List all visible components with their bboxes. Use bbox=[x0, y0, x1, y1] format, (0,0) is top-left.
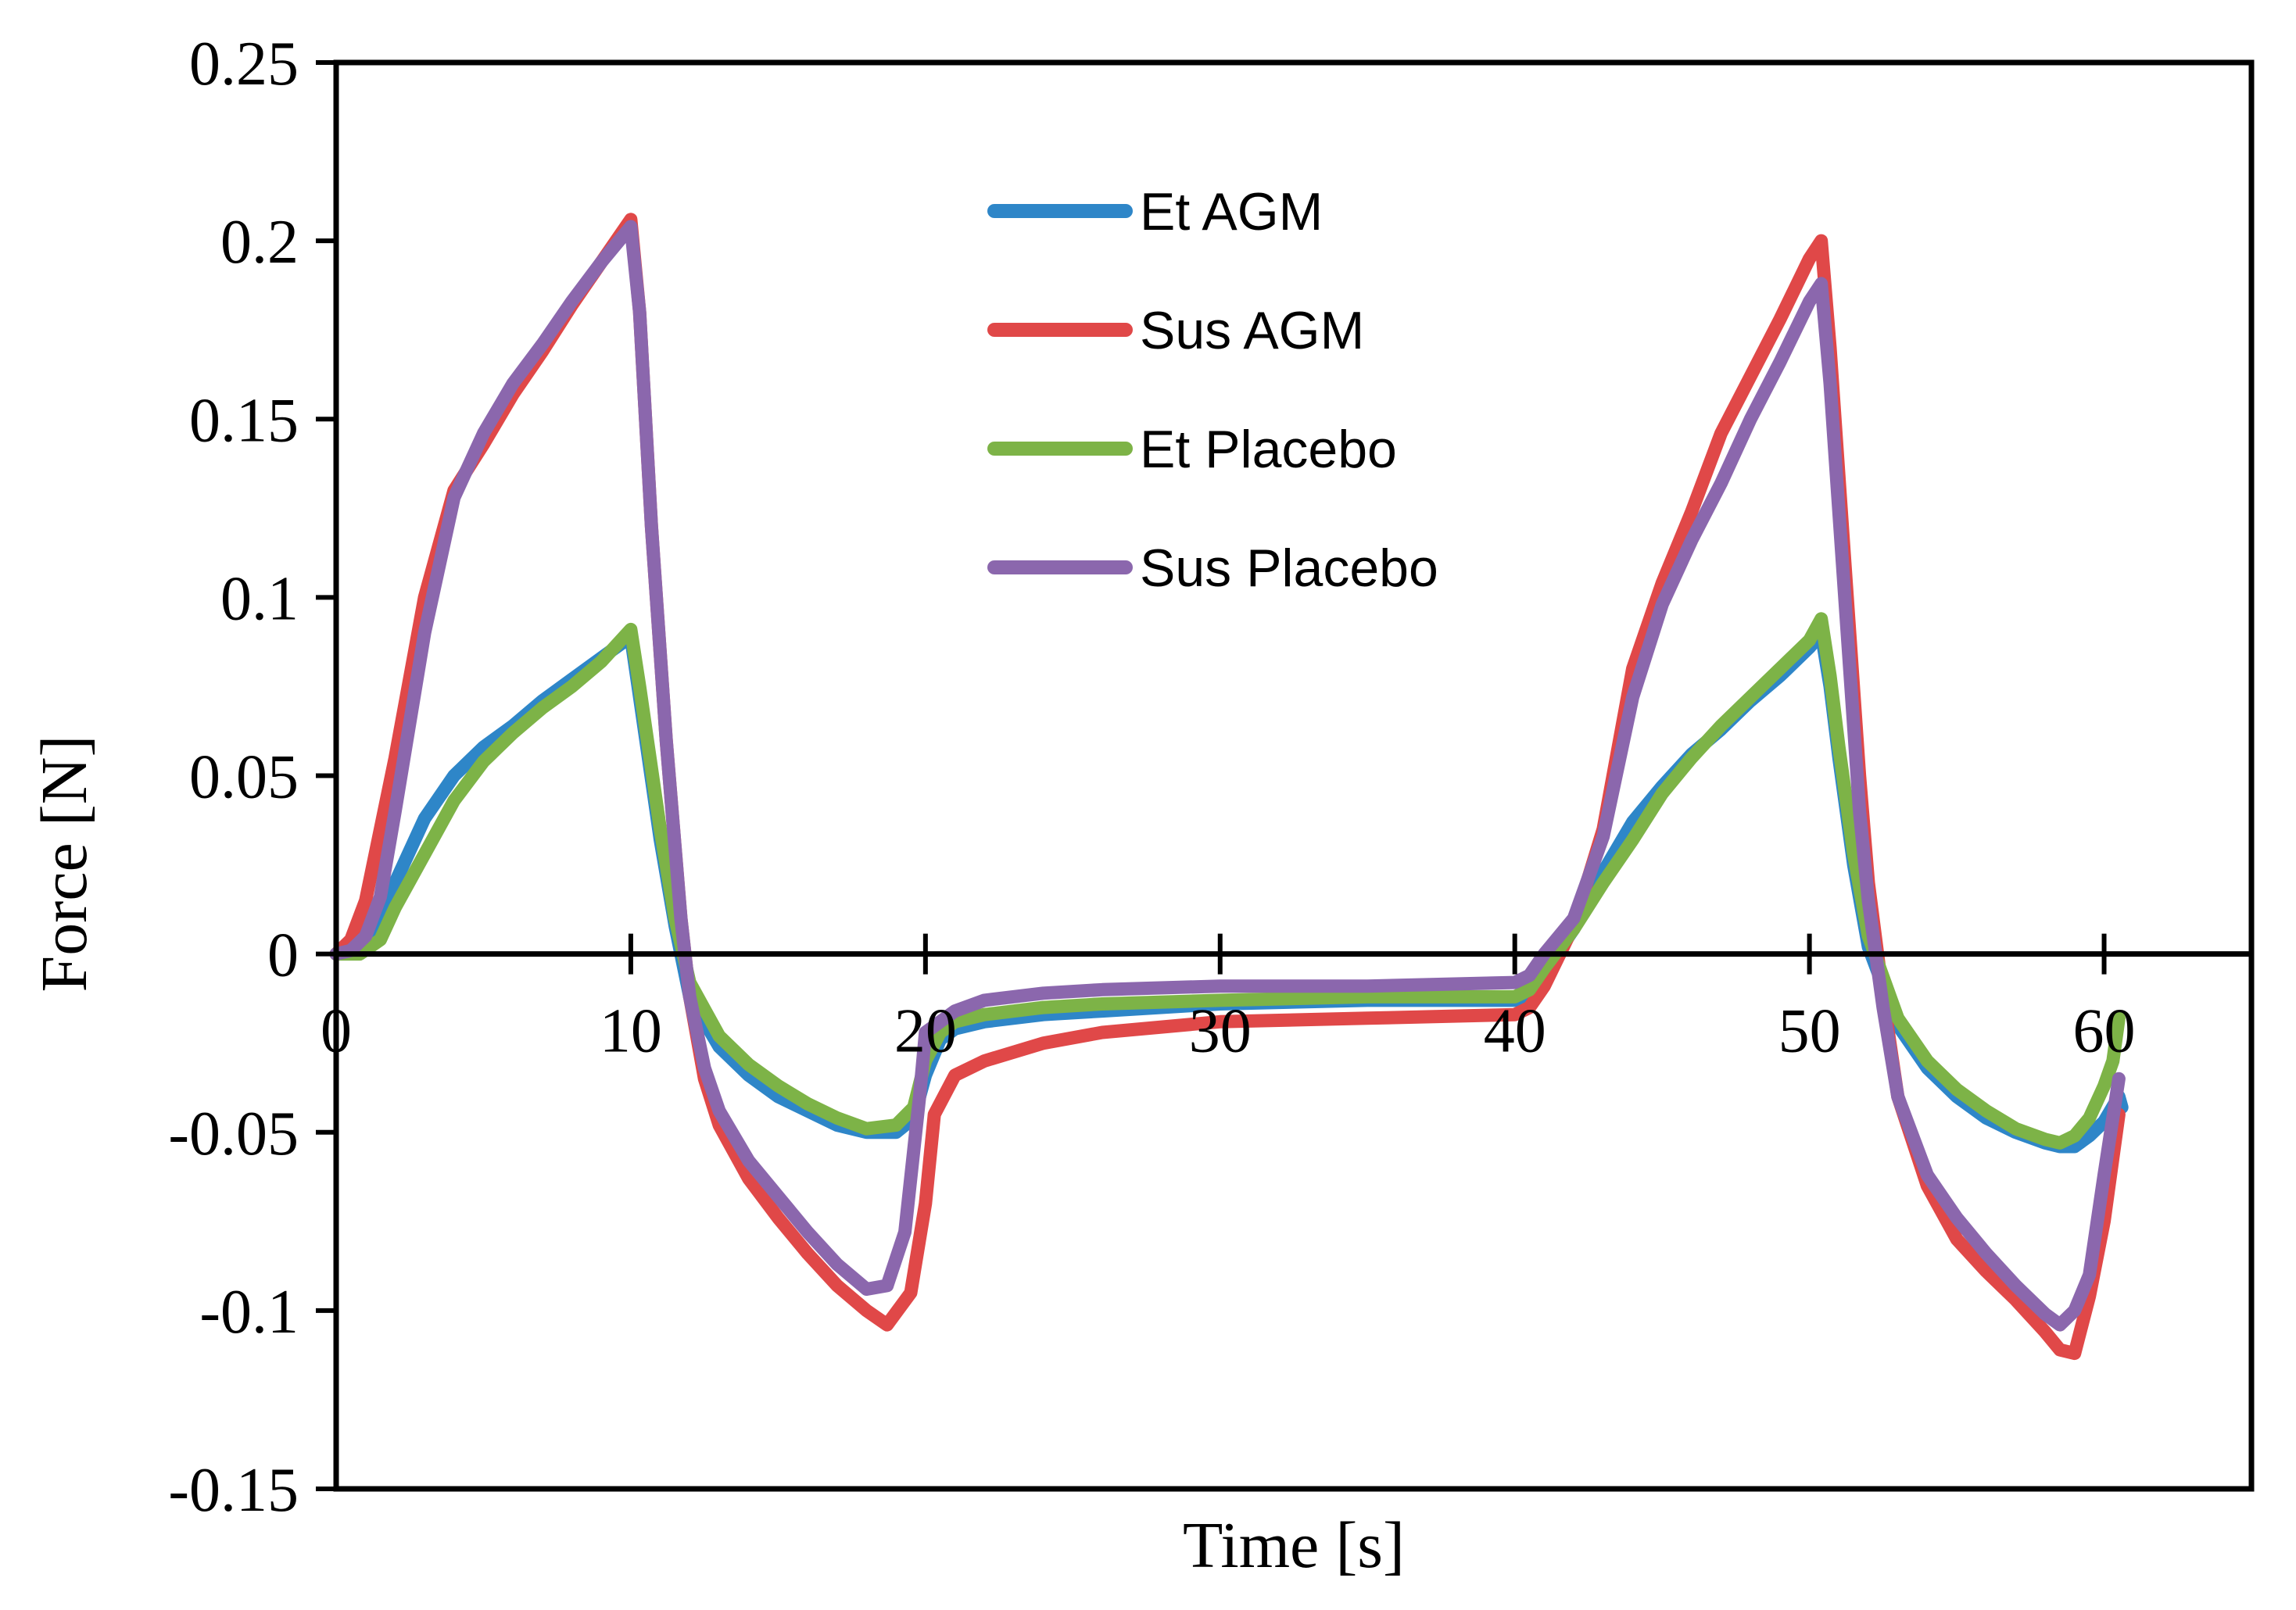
x-tick-label: 60 bbox=[2073, 997, 2136, 1066]
y-tick-label: 0 bbox=[267, 921, 299, 990]
x-tick-label: 50 bbox=[1778, 997, 1841, 1066]
y-tick-label: -0.1 bbox=[199, 1278, 299, 1347]
x-tick-label: 0 bbox=[321, 997, 352, 1066]
y-axis-title: Force [N] bbox=[28, 735, 101, 993]
y-tick-label: -0.15 bbox=[168, 1456, 299, 1525]
legend-label-sus-agm: Sus AGM bbox=[1140, 301, 1364, 360]
x-tick-label: 20 bbox=[894, 997, 957, 1066]
y-tick-label: 0.1 bbox=[220, 564, 299, 633]
x-axis-title: Time [s] bbox=[1183, 1509, 1405, 1582]
y-tick-label: 0.2 bbox=[220, 208, 299, 277]
series-line-et-placebo bbox=[329, 612, 2126, 1150]
legend-label-et-agm: Et AGM bbox=[1140, 182, 1323, 242]
y-tick-label: 0.05 bbox=[189, 743, 299, 812]
legend-label-sus-placebo: Sus Placebo bbox=[1140, 538, 1438, 598]
series-layer bbox=[329, 213, 2129, 1361]
y-tick-label: -0.05 bbox=[168, 1100, 299, 1168]
x-tick-label: 30 bbox=[1189, 997, 1252, 1066]
y-tick-label: 0.25 bbox=[189, 30, 299, 98]
legend: Et AGM Sus AGM Et Placebo Sus Placebo bbox=[987, 182, 1438, 598]
series-line-sus-placebo bbox=[329, 220, 2126, 1332]
x-tick-label: 10 bbox=[600, 997, 662, 1066]
axes-layer: -0.15 -0.1 -0.05 0 0.05 0.1 0.15 0.2 0.25 0 10 20 30… bbox=[168, 30, 2255, 1525]
y-tick-label: 0.15 bbox=[189, 386, 299, 455]
legend-label-et-placebo: Et Placebo bbox=[1140, 420, 1397, 479]
x-tick-label: 40 bbox=[1484, 997, 1546, 1066]
